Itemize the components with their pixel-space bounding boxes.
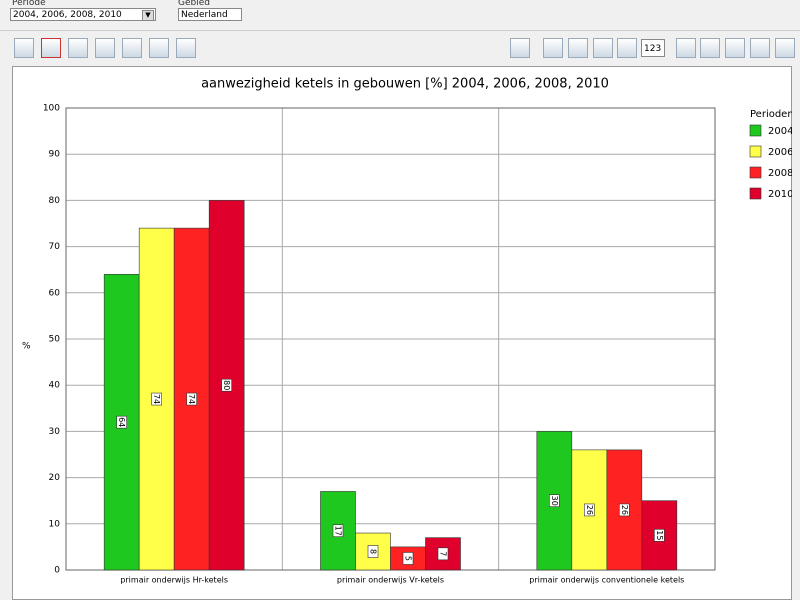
contrast-icon[interactable] bbox=[617, 38, 637, 58]
value-label-box bbox=[654, 529, 665, 542]
legend-swatch bbox=[749, 145, 762, 158]
legend-label: 2008 bbox=[768, 168, 792, 179]
value-label-group: 26 bbox=[619, 503, 630, 517]
excel-icon[interactable] bbox=[750, 38, 770, 58]
area-icon[interactable] bbox=[122, 38, 142, 58]
value-label-group: 74 bbox=[186, 392, 197, 406]
y-tick-label: 50 bbox=[49, 335, 61, 345]
legend-label: 2006 bbox=[768, 147, 792, 158]
periode-label: Periode bbox=[12, 0, 46, 8]
value-label-box bbox=[584, 503, 595, 517]
value-label-group: 8 bbox=[367, 545, 379, 558]
x-tick-label: primair onderwijs Vr-ketels bbox=[337, 576, 444, 585]
axis-icon[interactable] bbox=[568, 38, 588, 58]
grid-icon[interactable] bbox=[543, 38, 563, 58]
percent-icon[interactable] bbox=[510, 38, 530, 58]
gebied-label: Gebied bbox=[178, 0, 210, 8]
y-axis-label: % bbox=[22, 342, 31, 352]
value-label: 5 bbox=[404, 556, 413, 561]
value-label-group: 80 bbox=[221, 378, 232, 392]
y-tick-label: 0 bbox=[54, 566, 60, 576]
y-tick-label: 30 bbox=[49, 427, 61, 437]
value-label: 17 bbox=[334, 526, 343, 536]
value-label-box bbox=[116, 415, 127, 429]
y-tick-label: 70 bbox=[49, 242, 61, 252]
y-tick-label: 20 bbox=[49, 473, 61, 483]
periode-select[interactable]: 2004, 2006, 2008, 2010 bbox=[10, 8, 156, 21]
y-tick-label: 10 bbox=[49, 519, 61, 529]
gebied-field[interactable]: Nederland bbox=[178, 8, 242, 21]
value-label-box bbox=[186, 392, 197, 406]
save-icon[interactable] bbox=[725, 38, 745, 58]
value-label: 74 bbox=[152, 394, 161, 404]
value-label-group: 7 bbox=[437, 547, 449, 561]
separator bbox=[0, 30, 800, 31]
value-label-box bbox=[367, 545, 379, 558]
value-label-box bbox=[619, 503, 630, 517]
y-tick-label: 40 bbox=[49, 381, 61, 391]
table-icon[interactable] bbox=[14, 38, 34, 58]
legend-swatch bbox=[749, 124, 762, 137]
value-label: 26 bbox=[585, 505, 594, 515]
legend-label: 2010 bbox=[768, 189, 792, 200]
value-label: 7 bbox=[439, 551, 448, 556]
value-label-group: 5 bbox=[402, 552, 414, 565]
map-icon[interactable] bbox=[95, 38, 115, 58]
legend-swatch bbox=[749, 187, 762, 200]
value-label: 74 bbox=[187, 394, 196, 404]
print-icon[interactable] bbox=[700, 38, 720, 58]
value-label: 15 bbox=[655, 530, 664, 540]
chart-title: aanwezigheid ketels in gebouwen [%] 2004… bbox=[201, 77, 609, 92]
line-icon[interactable] bbox=[149, 38, 169, 58]
value-label-box bbox=[221, 378, 232, 392]
legend-label: 2004 bbox=[768, 126, 792, 137]
value-label: 26 bbox=[620, 505, 629, 515]
y-tick-label: 80 bbox=[49, 196, 61, 206]
value-label-group: 30 bbox=[549, 494, 560, 508]
bar-icon[interactable] bbox=[41, 38, 61, 58]
x-tick-label: primair onderwijs conventionele ketels bbox=[529, 576, 684, 585]
value-label-group: 64 bbox=[116, 415, 127, 429]
chart: aanwezigheid ketels in gebouwen [%] 2004… bbox=[12, 66, 792, 600]
value-label-box bbox=[549, 494, 560, 508]
value-label-box bbox=[402, 552, 414, 565]
value-label: 80 bbox=[222, 380, 231, 390]
value-label-group: 26 bbox=[584, 503, 595, 517]
stacked-icon[interactable] bbox=[68, 38, 88, 58]
value-label: 64 bbox=[117, 417, 126, 427]
y-tick-label: 60 bbox=[49, 288, 61, 298]
value-label-group: 17 bbox=[332, 524, 344, 538]
legend-title: Perioden bbox=[750, 109, 792, 120]
x-tick-label: primair onderwijs Hr-ketels bbox=[120, 576, 228, 585]
counter[interactable]: 123 bbox=[641, 39, 665, 57]
value-label-box bbox=[151, 392, 162, 406]
value-label-group: 74 bbox=[151, 392, 162, 406]
y-tick-label: 90 bbox=[49, 150, 61, 160]
star-icon[interactable] bbox=[176, 38, 196, 58]
help-icon[interactable] bbox=[775, 38, 795, 58]
value-label-group: 15 bbox=[654, 529, 665, 542]
y-tick-label: 100 bbox=[43, 104, 60, 114]
dropdown-button[interactable]: ▼ bbox=[142, 10, 154, 21]
copy-icon[interactable] bbox=[676, 38, 696, 58]
value-label-box bbox=[332, 524, 344, 538]
value-label-box bbox=[437, 547, 449, 561]
value-label: 8 bbox=[369, 549, 378, 554]
legend-swatch bbox=[749, 166, 762, 179]
value-label: 30 bbox=[550, 496, 559, 506]
favorite-icon[interactable] bbox=[593, 38, 613, 58]
